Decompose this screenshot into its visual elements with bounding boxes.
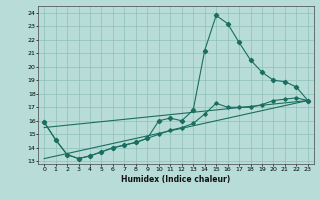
X-axis label: Humidex (Indice chaleur): Humidex (Indice chaleur) [121, 175, 231, 184]
